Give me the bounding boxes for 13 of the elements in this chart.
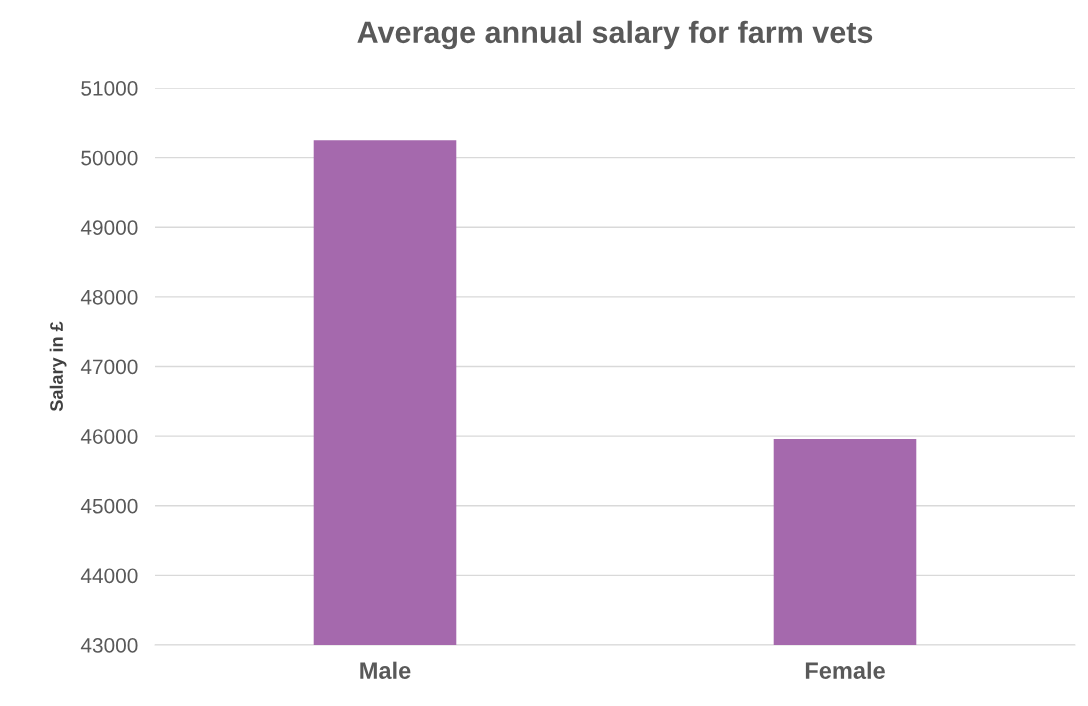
y-tick-label: 48000 — [80, 289, 138, 305]
x-tick-label: Male — [360, 661, 411, 680]
y-tick-label: 44000 — [80, 568, 138, 584]
y-tick-label: 51000 — [81, 81, 138, 96]
y-tick-label: 47000 — [80, 359, 138, 375]
y-tick-label: 45000 — [80, 498, 138, 514]
y-axis-title: Salary in £ — [49, 321, 67, 412]
x-tick-label: Female — [805, 661, 885, 680]
y-tick-label: 49000 — [80, 220, 138, 235]
y-tick-label: 46000 — [80, 429, 138, 444]
y-tick-label: 50000 — [81, 150, 138, 166]
chart-title: Average annual salary for farm vets — [357, 20, 873, 50]
y-tick-label: 43000 — [80, 638, 138, 653]
